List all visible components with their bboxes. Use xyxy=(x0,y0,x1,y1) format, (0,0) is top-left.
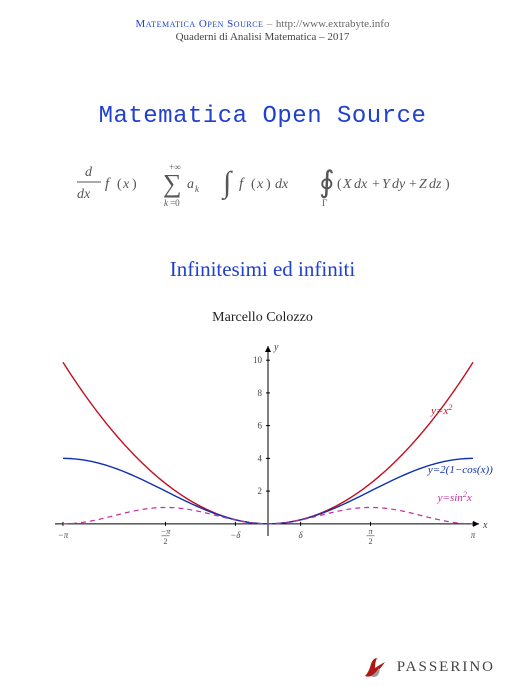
header-line1: Matematica Open Source – http://www.extr… xyxy=(0,18,525,30)
svg-text:): ) xyxy=(132,177,137,192)
svg-text:): ) xyxy=(445,177,450,192)
svg-text:4: 4 xyxy=(257,453,262,463)
svg-text:(: ( xyxy=(337,177,342,192)
publisher-logo-icon xyxy=(359,652,389,682)
svg-text:dy: dy xyxy=(392,177,406,192)
formula-row: d dx f ( x ) +∞ ∑ k =0 a k ∫ f ( x ) dx … xyxy=(0,158,525,215)
svg-text:dz: dz xyxy=(429,177,442,192)
svg-text:10: 10 xyxy=(253,355,263,365)
svg-text:): ) xyxy=(266,177,271,192)
svg-text:y=sin2x: y=sin2x xyxy=(436,490,471,504)
svg-text:∮: ∮ xyxy=(319,166,335,199)
svg-text:8: 8 xyxy=(257,388,262,398)
chart-svg: −π−π2−δδπ2π246810xyy=x2y=2(1−cos(x))y=si… xyxy=(33,334,493,554)
svg-text:2: 2 xyxy=(163,537,167,546)
svg-text:π: π xyxy=(470,530,475,540)
svg-text:f: f xyxy=(105,176,111,192)
chart-container: −π−π2−δδπ2π246810xyy=x2y=2(1−cos(x))y=si… xyxy=(0,334,525,554)
svg-text:π: π xyxy=(368,527,373,536)
svg-text:Γ: Γ xyxy=(322,198,327,208)
svg-text:x: x xyxy=(256,177,264,192)
svg-text:d: d xyxy=(85,165,93,180)
svg-text:k: k xyxy=(195,184,200,194)
svg-text:dx: dx xyxy=(354,177,368,192)
svg-text:−π: −π xyxy=(160,527,170,536)
svg-text:dx: dx xyxy=(77,187,91,202)
main-title: Matematica Open Source xyxy=(0,103,525,130)
svg-text:+: + xyxy=(409,177,417,192)
svg-text:∑: ∑ xyxy=(163,169,182,198)
svg-text:2: 2 xyxy=(368,537,372,546)
svg-text:(: ( xyxy=(117,177,122,192)
svg-text:dx: dx xyxy=(275,177,289,192)
header-sep: – xyxy=(263,18,276,30)
header-url: http://www.extrabyte.info xyxy=(276,18,390,30)
publisher: PASSERINO xyxy=(359,652,495,682)
svg-text:x: x xyxy=(122,177,130,192)
svg-text:y: y xyxy=(273,342,279,353)
svg-text:k: k xyxy=(164,198,169,208)
author: Marcello Colozzo xyxy=(0,310,525,326)
subtitle: Infinitesimi ed infiniti xyxy=(0,257,525,282)
svg-text:−π: −π xyxy=(57,530,68,540)
header-brand: Matematica Open Source xyxy=(136,18,264,30)
svg-text:X: X xyxy=(342,177,352,192)
svg-text:x: x xyxy=(482,520,488,531)
svg-text:2: 2 xyxy=(257,486,262,496)
svg-text:=0: =0 xyxy=(170,198,180,208)
svg-text:f: f xyxy=(239,176,245,192)
svg-text:Z: Z xyxy=(419,177,427,192)
svg-text:(: ( xyxy=(251,177,256,192)
publisher-name: PASSERINO xyxy=(397,659,495,676)
svg-text:y=2(1−cos(x)): y=2(1−cos(x)) xyxy=(426,464,492,476)
svg-text:∫: ∫ xyxy=(221,166,233,201)
formula-svg: d dx f ( x ) +∞ ∑ k =0 a k ∫ f ( x ) dx … xyxy=(63,158,463,210)
svg-text:δ: δ xyxy=(298,530,303,540)
svg-text:y=x2: y=x2 xyxy=(430,403,452,417)
svg-text:a: a xyxy=(187,177,194,192)
svg-text:Y: Y xyxy=(382,177,392,192)
svg-text:+: + xyxy=(372,177,380,192)
svg-text:−δ: −δ xyxy=(230,530,241,540)
svg-text:6: 6 xyxy=(257,421,262,431)
header-subtitle: Quaderni di Analisi Matematica – 2017 xyxy=(0,31,525,43)
